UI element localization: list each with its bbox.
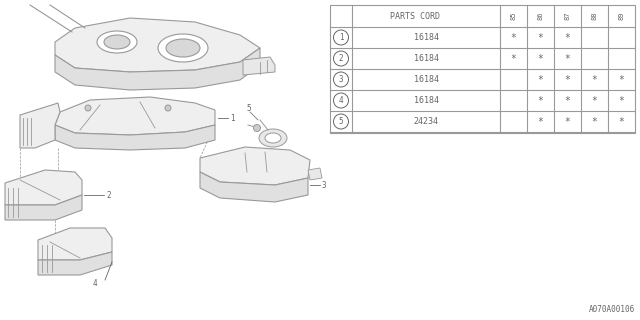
Text: *: *	[564, 33, 570, 43]
Text: 16184: 16184	[413, 33, 438, 42]
Polygon shape	[55, 97, 215, 135]
Circle shape	[165, 105, 171, 111]
Text: 5: 5	[246, 103, 252, 113]
Polygon shape	[5, 170, 82, 205]
Text: 5: 5	[339, 117, 343, 126]
Circle shape	[333, 30, 349, 45]
Text: 87: 87	[564, 12, 570, 20]
Polygon shape	[55, 18, 260, 72]
Text: 88: 88	[591, 12, 598, 20]
Text: *: *	[591, 95, 597, 106]
Circle shape	[333, 114, 349, 129]
Text: *: *	[538, 75, 543, 84]
Text: *: *	[591, 75, 597, 84]
Text: *: *	[564, 116, 570, 126]
Text: *: *	[538, 33, 543, 43]
Bar	[330, 5, 635, 133]
Text: *: *	[511, 33, 516, 43]
Text: *: *	[619, 116, 625, 126]
Polygon shape	[200, 172, 308, 202]
Text: *: *	[564, 53, 570, 63]
Text: *: *	[538, 95, 543, 106]
Text: A070A00106: A070A00106	[589, 305, 635, 314]
Text: *: *	[619, 95, 625, 106]
Text: 16184: 16184	[413, 54, 438, 63]
Polygon shape	[243, 57, 275, 75]
Ellipse shape	[265, 133, 281, 143]
Circle shape	[333, 93, 349, 108]
Text: *: *	[619, 75, 625, 84]
Polygon shape	[55, 125, 215, 150]
Text: 2: 2	[106, 190, 111, 199]
Polygon shape	[38, 228, 112, 260]
Circle shape	[85, 105, 91, 111]
Text: 1: 1	[339, 33, 343, 42]
Polygon shape	[5, 195, 82, 220]
Text: *: *	[511, 53, 516, 63]
Polygon shape	[308, 168, 322, 180]
Text: PARTS CORD: PARTS CORD	[390, 12, 440, 20]
Ellipse shape	[166, 39, 200, 57]
Text: *: *	[538, 116, 543, 126]
Text: 3: 3	[321, 180, 326, 189]
Polygon shape	[20, 103, 60, 148]
Ellipse shape	[104, 35, 130, 49]
Text: 24234: 24234	[413, 117, 438, 126]
Text: 3: 3	[339, 75, 343, 84]
Text: *: *	[564, 95, 570, 106]
Text: 16184: 16184	[413, 75, 438, 84]
Text: 1: 1	[230, 114, 235, 123]
Circle shape	[333, 72, 349, 87]
Polygon shape	[55, 48, 260, 90]
Text: *: *	[538, 53, 543, 63]
Polygon shape	[200, 147, 310, 185]
Text: 16184: 16184	[413, 96, 438, 105]
Text: 4: 4	[93, 278, 97, 287]
Text: 4: 4	[339, 96, 343, 105]
Text: *: *	[591, 116, 597, 126]
Polygon shape	[38, 252, 112, 275]
Text: 85: 85	[511, 12, 516, 20]
Text: *: *	[564, 75, 570, 84]
Circle shape	[253, 124, 260, 132]
Circle shape	[333, 51, 349, 66]
Ellipse shape	[259, 129, 287, 147]
Ellipse shape	[97, 31, 137, 53]
Text: 86: 86	[538, 12, 543, 20]
Ellipse shape	[158, 34, 208, 62]
Text: 2: 2	[339, 54, 343, 63]
Text: 89: 89	[618, 12, 625, 20]
